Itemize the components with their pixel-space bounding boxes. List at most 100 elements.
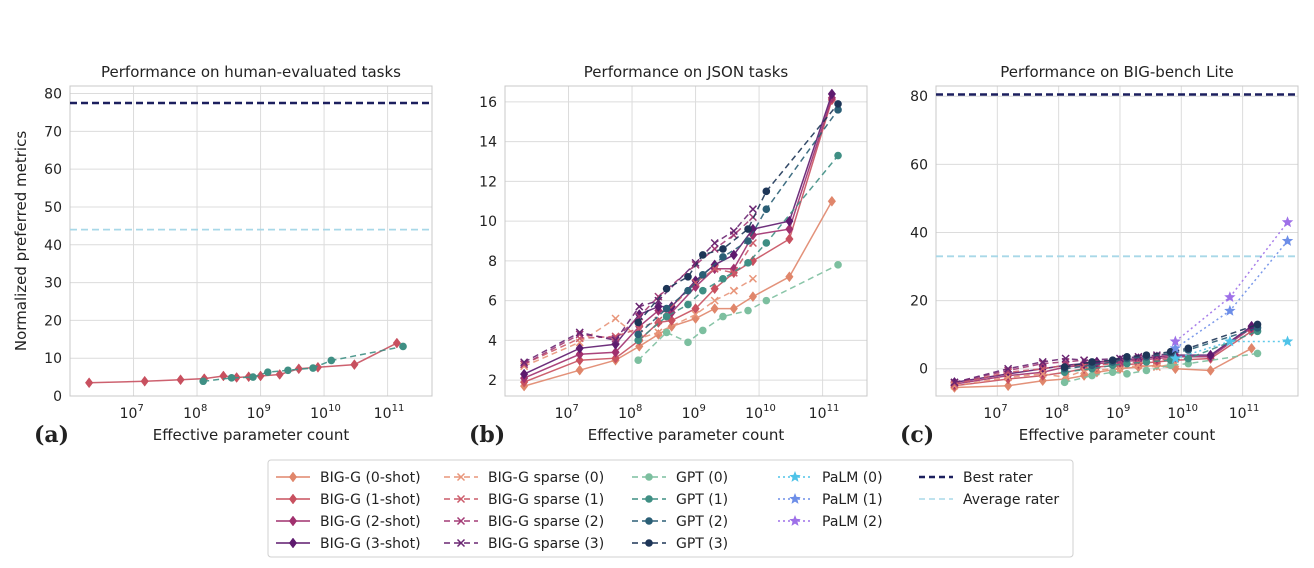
y-tick-label: 30 (44, 276, 62, 292)
data-point (719, 245, 727, 253)
data-point (263, 368, 272, 376)
chart-title: Performance on JSON tasks (584, 63, 789, 81)
series-sp3 (520, 205, 757, 367)
series-gpt0 (634, 261, 842, 365)
legend-marker (288, 515, 298, 527)
data-point (1060, 378, 1069, 387)
legend-marker (288, 471, 298, 483)
y-tick-label: 60 (910, 157, 928, 173)
data-point (748, 205, 757, 214)
data-point (748, 255, 758, 267)
data-point (1088, 371, 1096, 380)
y-tick-label: 40 (910, 225, 928, 241)
y-tick-label: 20 (44, 313, 62, 329)
x-tick-label: 10 (120, 406, 138, 422)
series-gpt2 (634, 106, 842, 339)
data-point (684, 300, 692, 309)
legend-item-bigg1: BIG-G (1-shot) (276, 492, 421, 508)
data-point (611, 314, 620, 323)
data-point (1224, 291, 1236, 303)
data-point (762, 187, 771, 196)
y-tick-label: 4 (488, 333, 497, 349)
data-point (785, 233, 794, 245)
y-tick-label: 60 (44, 162, 62, 178)
legend-marker (645, 539, 653, 547)
data-point (729, 303, 738, 314)
chart-title: Performance on BIG-bench Lite (1000, 63, 1233, 81)
legend-item-palm0: PaLM (0) (778, 470, 883, 486)
data-point (744, 306, 752, 315)
series-line (523, 97, 833, 379)
y-tick-label: 80 (44, 87, 62, 103)
x-tick-exponent: 7 (138, 403, 144, 414)
data-point (1142, 351, 1151, 359)
legend-label: BIG-G sparse (0) (488, 470, 604, 486)
data-point (575, 348, 584, 360)
data-point (748, 291, 758, 303)
panel-letter: (a) (34, 422, 69, 448)
legend-box (267, 459, 1074, 558)
x-tick-label: 10 (682, 406, 700, 422)
legend-label: BIG-G sparse (2) (488, 514, 604, 530)
x-tick-label: 10 (809, 406, 827, 422)
legend-marker (288, 537, 298, 549)
data-point (762, 239, 771, 247)
series-line (523, 93, 833, 375)
data-point (827, 195, 836, 207)
series-palm2 (1169, 216, 1294, 347)
legend-label: BIG-G sparse (3) (488, 536, 604, 552)
legend-item-palm1: PaLM (1) (778, 492, 883, 508)
x-tick-exponent: 9 (265, 403, 271, 414)
y-tick-label: 70 (44, 124, 62, 140)
x-tick-label: 10 (1167, 406, 1185, 422)
legend-item-palm2: PaLM (2) (778, 514, 883, 530)
data-point (1123, 353, 1131, 361)
data-point (748, 274, 757, 283)
x-tick-exponent: 11 (1247, 403, 1260, 414)
y-tick-label: 20 (910, 294, 928, 310)
data-point (1281, 235, 1294, 246)
legend: BIG-G (0-shot) BIG-G (1-shot) BIG-G (2-sho… (267, 459, 1074, 558)
data-point (575, 330, 584, 339)
data-point (611, 346, 620, 358)
data-point (710, 303, 719, 314)
data-point (1206, 349, 1215, 361)
legend-item-best: Best rater (919, 470, 1033, 486)
x-axis-label: Effective parameter count (153, 426, 350, 444)
data-point (176, 374, 185, 386)
legend-label: BIG-G (0-shot) (320, 470, 421, 486)
x-tick-exponent: 10 (328, 403, 341, 414)
data-point (710, 296, 719, 305)
data-point (575, 364, 584, 376)
legend-marker (789, 493, 801, 504)
legend-marker (645, 517, 653, 525)
x-tick-exponent: 8 (1063, 403, 1069, 414)
x-tick-label: 10 (1045, 406, 1063, 422)
data-point (744, 225, 752, 233)
series-gpt3 (634, 100, 842, 327)
legend-marker (456, 494, 466, 504)
legend-label: BIG-G (2-shot) (320, 514, 421, 530)
data-point (1184, 344, 1193, 353)
legend-item-sp1: BIG-G sparse (1) (444, 492, 604, 508)
x-tick-exponent: 11 (827, 403, 840, 414)
data-point (698, 286, 707, 295)
data-point (762, 296, 771, 305)
data-point (85, 377, 94, 389)
data-point (834, 100, 842, 108)
data-point (785, 215, 794, 227)
x-axis-label: Effective parameter count (588, 426, 785, 444)
data-point (654, 296, 663, 305)
series-gpt1 (199, 342, 407, 386)
data-point (691, 258, 700, 267)
data-point (1004, 366, 1013, 375)
legend-item-gpt3: GPT (3) (632, 536, 728, 552)
data-point (719, 312, 727, 321)
legend-marker (645, 473, 653, 481)
data-point (1253, 349, 1262, 358)
x-tick-label: 10 (1229, 406, 1247, 422)
data-point (710, 238, 719, 248)
